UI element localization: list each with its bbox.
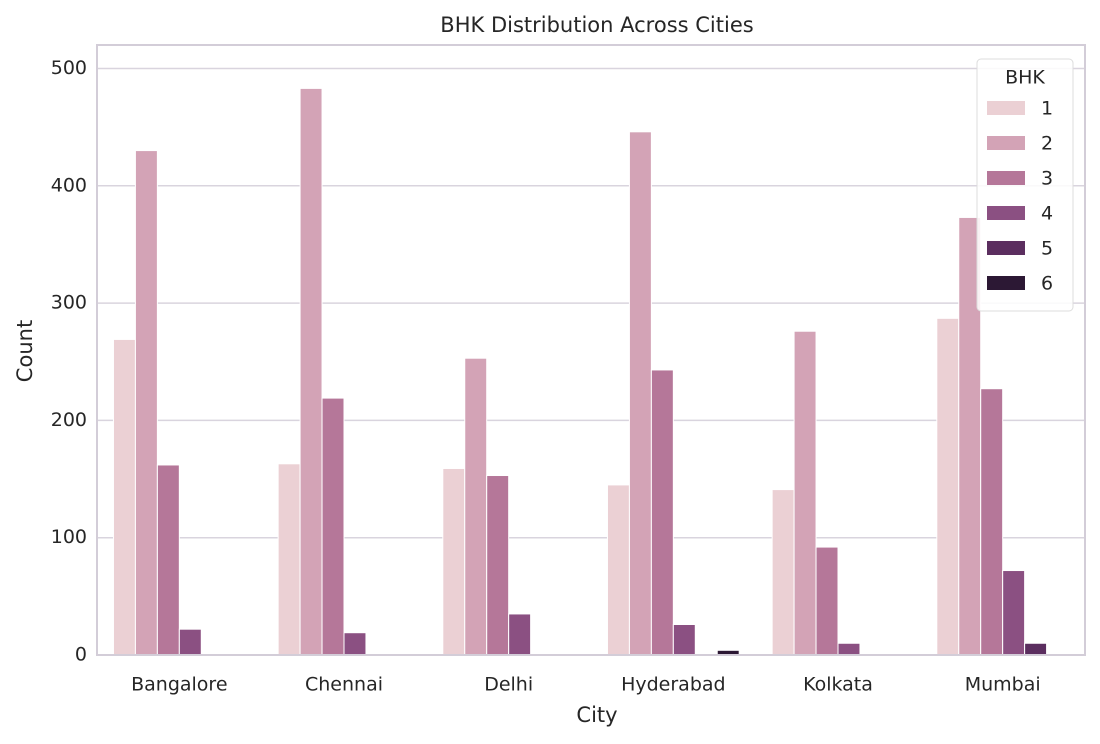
plot-frame — [96, 44, 1086, 656]
legend-swatch — [987, 276, 1025, 290]
bar — [277, 463, 301, 656]
legend-label: 1 — [1041, 98, 1053, 120]
bar — [464, 357, 488, 656]
legend-title: BHK — [1005, 67, 1045, 89]
bar — [837, 642, 861, 656]
legend-swatch — [987, 101, 1025, 115]
bar — [1002, 570, 1026, 656]
bar — [134, 150, 158, 656]
bar — [628, 131, 652, 656]
y-axis-label: Count — [13, 320, 37, 382]
bar — [650, 369, 674, 656]
x-tick-label: Mumbai — [965, 674, 1041, 696]
y-tick-label: 300 — [51, 292, 87, 314]
legend-label: 6 — [1041, 273, 1053, 295]
legend-label: 3 — [1041, 168, 1053, 190]
legend-swatch — [987, 136, 1025, 150]
y-tick-label: 400 — [51, 174, 87, 196]
x-tick-label: Bangalore — [131, 674, 227, 696]
x-tick-label: Kolkata — [803, 674, 873, 696]
x-axis-label: City — [576, 703, 617, 727]
y-tick-label: 0 — [75, 644, 87, 666]
bar — [793, 330, 817, 656]
x-tick-label: Hyderabad — [621, 674, 726, 696]
bar — [980, 388, 1004, 656]
bar — [156, 464, 180, 656]
legend-swatch — [987, 206, 1025, 220]
chart-title: BHK Distribution Across Cities — [440, 13, 753, 37]
legend-label: 2 — [1041, 133, 1053, 155]
bar — [343, 632, 367, 656]
x-tick-label: Chennai — [305, 674, 383, 696]
bar — [442, 467, 466, 656]
bar — [112, 338, 136, 656]
bar — [486, 475, 510, 656]
legend-label: 5 — [1041, 238, 1053, 260]
bar — [606, 484, 630, 656]
bar — [672, 624, 696, 656]
legend-swatch — [987, 241, 1025, 255]
y-tick-label: 200 — [51, 409, 87, 431]
bar — [508, 613, 532, 656]
bar — [178, 628, 202, 656]
bar — [1024, 642, 1048, 656]
legend-label: 4 — [1041, 203, 1053, 225]
bar — [321, 397, 345, 656]
bar — [815, 546, 839, 656]
y-tick-label: 500 — [51, 57, 87, 79]
bar — [936, 317, 960, 656]
y-tick-label: 100 — [51, 526, 87, 548]
x-tick-label: Delhi — [484, 674, 533, 696]
bar — [771, 489, 795, 656]
legend: BHK 1 2 3 4 5 6 — [976, 58, 1074, 312]
bar — [299, 87, 323, 656]
legend-swatch — [987, 171, 1025, 185]
